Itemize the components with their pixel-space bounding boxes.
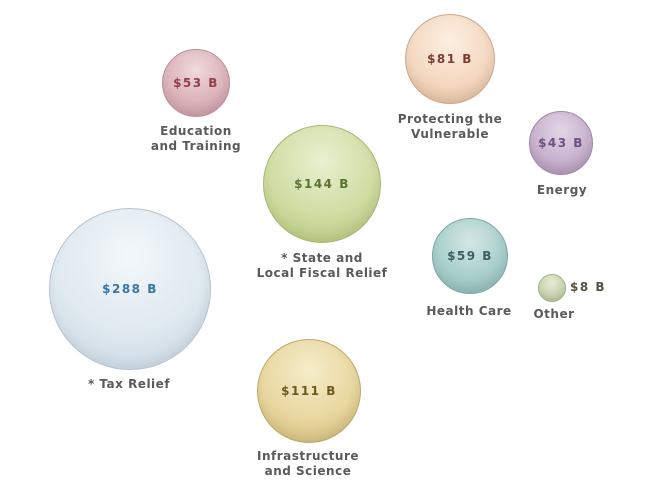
bubble-value-protecting-the-vulnerable: $81 B <box>427 52 473 66</box>
label-health-care: Health Care <box>426 304 512 318</box>
bubble-health-care[interactable]: $59 B <box>432 218 508 294</box>
bubble-infrastructure-and-science[interactable]: $111 B <box>257 339 361 443</box>
bubble-value-health-care: $59 B <box>447 249 493 263</box>
label-state-local-fiscal-relief: * State and Local Fiscal Relief <box>256 251 388 280</box>
label-other: Other <box>533 307 575 321</box>
bubble-value-education-and-training: $53 B <box>173 76 219 90</box>
bubble-other[interactable] <box>538 274 566 302</box>
label-education-and-training: Education and Training <box>150 124 242 153</box>
bubble-protecting-the-vulnerable[interactable]: $81 B <box>405 14 495 104</box>
bubble-state-local-fiscal-relief[interactable]: $144 B <box>263 125 381 243</box>
bubble-tax-relief[interactable]: $288 B <box>49 208 211 370</box>
bubble-energy[interactable]: $43 B <box>529 111 593 175</box>
bubble-value-tax-relief: $288 B <box>102 282 158 296</box>
bubble-value-infrastructure-and-science: $111 B <box>281 384 337 398</box>
bubble-value-other: $8 B <box>570 280 607 294</box>
bubble-value-energy: $43 B <box>538 136 584 150</box>
label-protecting-the-vulnerable: Protecting the Vulnerable <box>397 112 503 141</box>
bubble-education-and-training[interactable]: $53 B <box>162 49 230 117</box>
bubble-value-state-local-fiscal-relief: $144 B <box>294 177 350 191</box>
label-tax-relief: * Tax Relief <box>87 377 171 391</box>
label-infrastructure-and-science: Infrastructure and Science <box>256 449 360 478</box>
label-energy: Energy <box>536 183 588 197</box>
